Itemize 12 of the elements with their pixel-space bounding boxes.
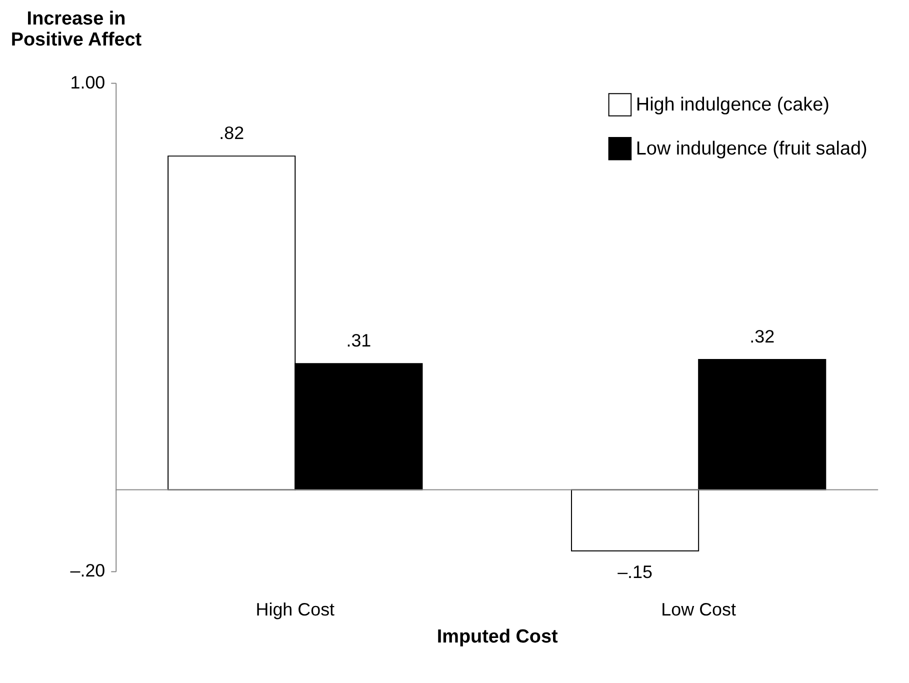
legend-label: Low indulgence (fruit salad) xyxy=(636,138,868,160)
data-label: .31 xyxy=(346,330,372,351)
data-label: .82 xyxy=(219,123,244,144)
data-label: –.15 xyxy=(618,562,653,582)
data-label: .32 xyxy=(750,326,775,347)
x-axis-title: Imputed Cost xyxy=(436,626,558,648)
y-tick-label: 1.00 xyxy=(70,72,106,92)
y-axis-title: Increase in Positive Affect xyxy=(10,8,142,50)
x-tick-label: High Cost xyxy=(256,600,335,620)
x-tick-label: Low Cost xyxy=(661,600,736,620)
legend-label: High indulgence (cake) xyxy=(636,94,830,116)
y-tick-label: –.20 xyxy=(70,560,106,581)
